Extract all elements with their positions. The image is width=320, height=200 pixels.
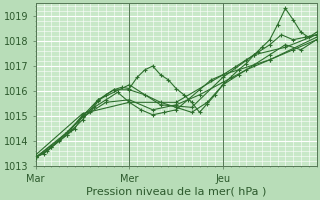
- X-axis label: Pression niveau de la mer( hPa ): Pression niveau de la mer( hPa ): [86, 187, 266, 197]
